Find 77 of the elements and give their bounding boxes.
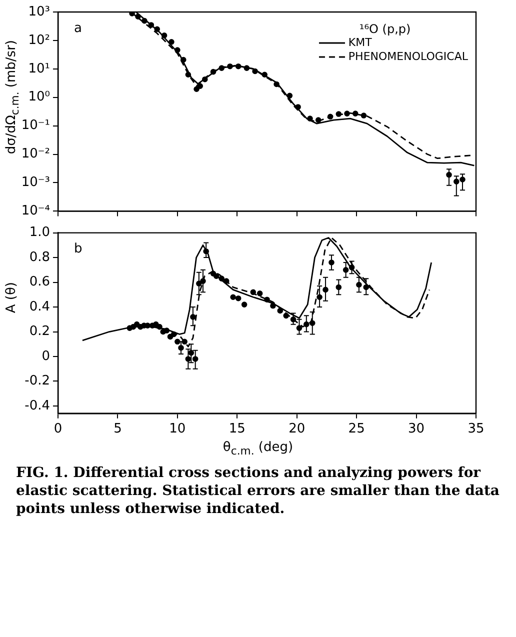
point [252,68,258,74]
y-tick-label: 10¹ [28,61,50,76]
point [170,331,177,338]
point [174,47,180,53]
point [154,26,160,32]
point [194,86,200,92]
point [241,302,248,308]
point [148,22,154,28]
point [286,92,293,99]
point [156,324,162,330]
annotation: a [74,20,82,36]
point [352,110,358,116]
point [315,117,322,123]
point [235,63,242,70]
point [182,338,188,345]
point [295,104,301,110]
point [250,289,256,296]
point [360,112,367,118]
legend-title: ¹⁶O (p,p) [358,22,412,36]
point [202,76,208,82]
point [223,278,230,284]
y-tick-label: -0.2 [24,374,50,389]
point [129,12,135,16]
legend-label: KMT [348,36,372,50]
point [227,63,233,70]
point [135,14,141,20]
point [161,32,168,38]
point [180,56,186,63]
y-tick-label: 10³ [28,4,50,20]
point [235,295,242,302]
y-tick-label: 10⁻² [21,146,50,162]
x-tick-label: 15 [228,422,246,437]
y-tick-label: 10⁻⁴ [21,204,50,219]
x-tick-label: 10 [169,422,186,437]
point [185,72,192,78]
point [283,312,290,319]
y-tick-label: 0.8 [29,250,50,265]
x-tick-label: 25 [348,422,365,437]
x-tick-label: 5 [114,422,122,437]
y-tick-label: 10⁻³ [21,175,50,190]
caption: FIG. 1. Differential cross sections and analyzing powers for elastic scattering. Statistical errors are smaller than the data points unless otherwise indicated. [15,464,500,518]
point [327,114,334,120]
point [277,308,284,314]
x-tick-label: 20 [288,422,306,437]
point [307,116,313,122]
x-tick-label: 0 [54,422,62,437]
y-tick-label: 0.4 [29,299,50,314]
legend-label: PHENOMENOLOGICAL [348,50,468,64]
point [213,273,220,279]
point [244,65,250,71]
y-tick-label: 1.0 [29,225,50,240]
point [264,296,270,302]
point [210,68,216,75]
point [168,39,174,45]
y-axis-title: A (θ) [4,282,19,314]
y-tick-label: 10⁻¹ [21,118,50,134]
x-tick-label: 30 [408,422,425,437]
point [218,65,225,71]
point [218,276,225,282]
point [344,110,350,116]
point [142,18,148,24]
point [262,72,268,78]
x-tick-label: 35 [468,422,484,437]
point [274,81,280,88]
y-tick-label: 0.2 [29,324,50,340]
y-tick-label: 0.6 [29,274,50,290]
y-tick-label: -0.4 [24,398,50,414]
y-tick-label: 0 [42,348,50,364]
point [174,338,180,345]
y-tick-label: 10⁰ [28,90,50,105]
point [230,294,236,300]
annotation: b [74,242,82,257]
point [197,83,204,89]
x-axis-title: θ$_{c.m.}$ (deg) [222,440,294,458]
point [256,290,263,296]
y-tick-label: 10² [28,32,50,48]
point [336,111,342,117]
